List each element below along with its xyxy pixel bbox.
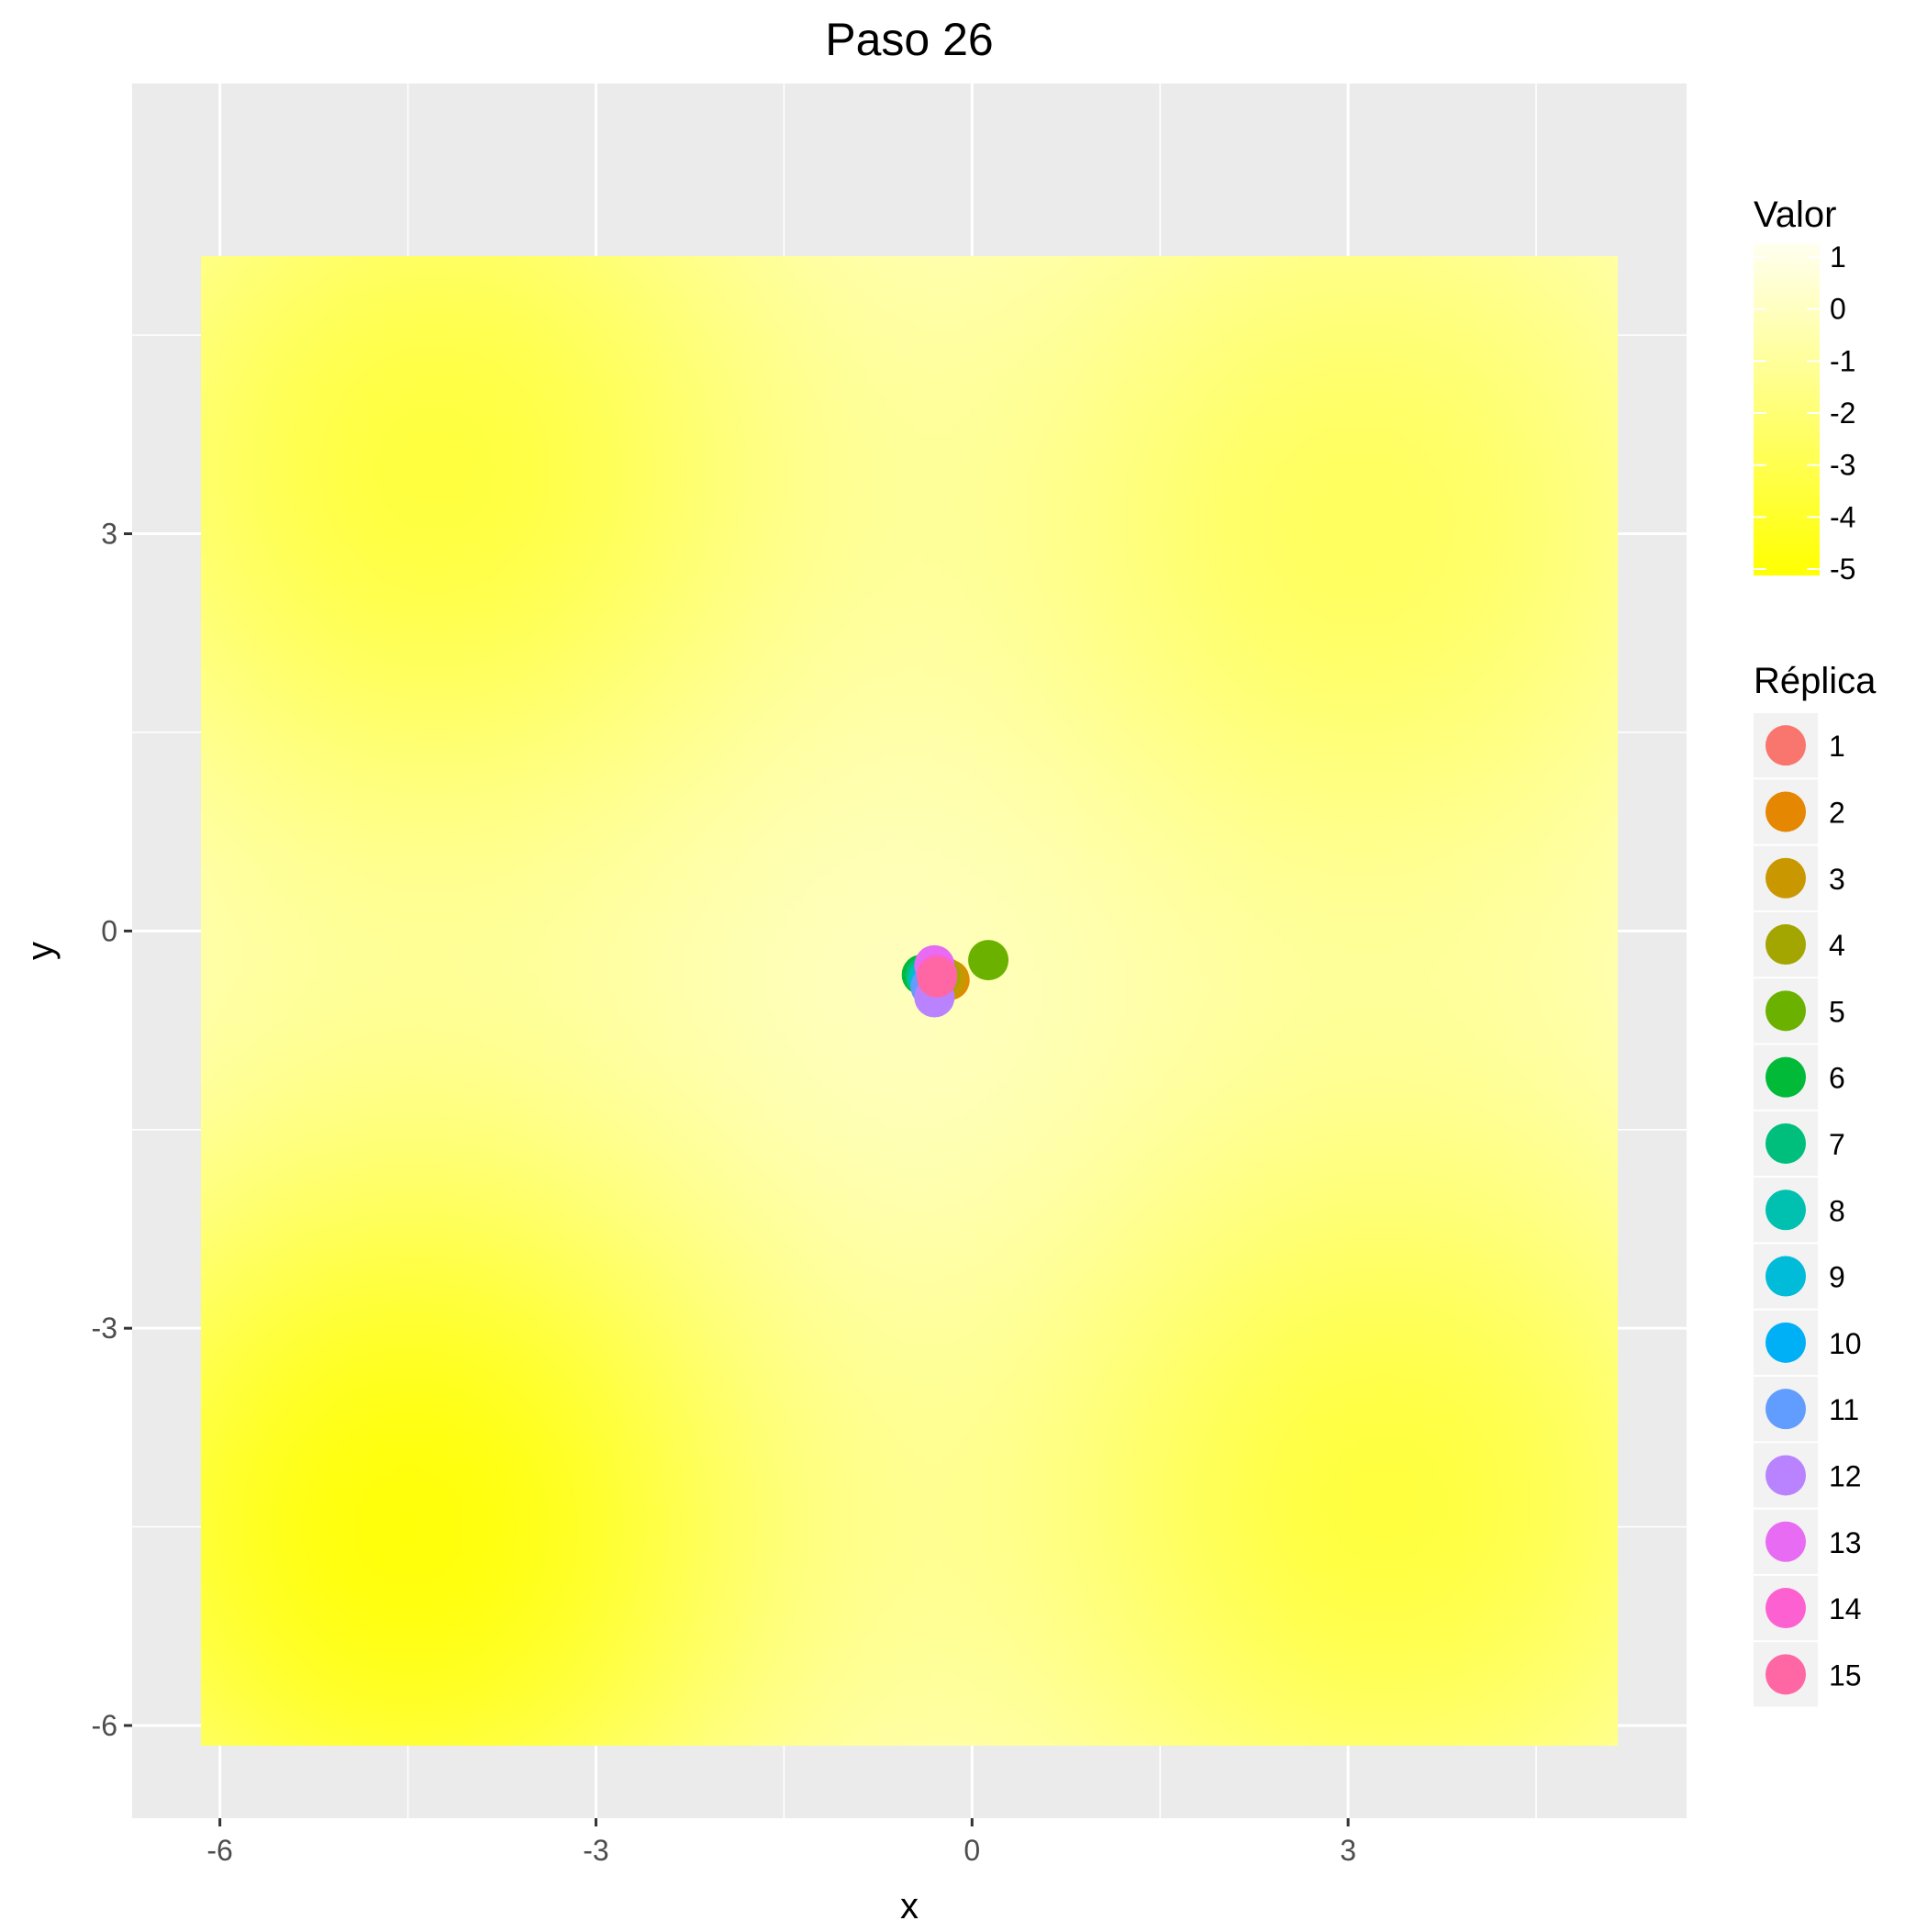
legend-label: 2 [1829,796,1845,829]
colorbar [1754,243,1820,575]
legend-swatch-13 [1765,1521,1806,1562]
legend-label: 10 [1829,1327,1862,1360]
y-tick-label: 0 [101,914,117,947]
legend-swatch-9 [1765,1256,1806,1297]
y-axis-label: y [20,942,61,960]
heatmap-layer [201,255,1618,1746]
chart-title: Paso 26 [825,14,993,65]
legend-label: 9 [1829,1261,1845,1294]
y-axis: -6 -3 0 3 [92,518,132,1742]
legend-label: 3 [1829,863,1845,896]
colorbar-label: -4 [1830,500,1855,533]
legend-title: Réplica [1754,661,1877,701]
legend-swatch-11 [1765,1389,1806,1430]
colorbar-labels: 1 0 -1 -2 -3 -4 -5 [1754,240,1855,586]
colorbar-label: 0 [1830,293,1846,326]
legend-label: 1 [1829,730,1845,763]
legend-swatch-6 [1765,1056,1806,1098]
legend-swatch-4 [1765,924,1806,966]
colorbar-label: -3 [1830,449,1855,482]
legend-swatch-15 [1765,1654,1806,1695]
x-axis-label: x [900,1886,919,1926]
x-tick-label: 0 [964,1834,980,1867]
legend-swatch-12 [1765,1455,1806,1496]
y-tick-label: -3 [92,1312,117,1345]
legend-label: 12 [1829,1459,1862,1492]
legend-label: 6 [1829,1062,1845,1095]
legend-swatch-14 [1765,1588,1806,1629]
x-tick-label: 3 [1340,1834,1356,1867]
legend-swatch-10 [1765,1322,1806,1363]
heatmap-canvas [201,255,1618,1746]
legend-label: 4 [1829,929,1845,962]
data-point-replica-5 [968,940,1009,981]
y-tick-label: 3 [101,518,117,551]
colorbar-label: -5 [1830,553,1855,586]
legend-label: 5 [1829,995,1845,1028]
x-axis: -6 -3 0 3 [206,1818,1356,1867]
legend-swatch-1 [1765,725,1806,766]
x-tick-label: -3 [583,1834,608,1867]
y-tick-label: -6 [92,1709,117,1742]
colorbar-title: Valor [1754,195,1836,235]
points-layer [901,940,1009,1018]
legend-label: 8 [1829,1194,1845,1227]
colorbar-label: 1 [1830,240,1846,274]
legend-label: 14 [1829,1592,1862,1625]
x-tick-label: -6 [206,1834,232,1867]
legend-swatch-5 [1765,990,1806,1032]
legend-label: 13 [1829,1526,1862,1559]
legend-swatch-2 [1765,791,1806,832]
legend-swatch-7 [1765,1122,1806,1164]
colorbar-label: -1 [1830,344,1855,377]
legend-label: 15 [1829,1658,1862,1692]
legend-swatch-3 [1765,857,1806,899]
legend-label: 7 [1829,1128,1845,1161]
legend-swatch-8 [1765,1189,1806,1231]
data-point-replica-15 [917,956,958,998]
legend-label: 11 [1829,1393,1859,1426]
colorbar-label: -2 [1830,396,1855,430]
